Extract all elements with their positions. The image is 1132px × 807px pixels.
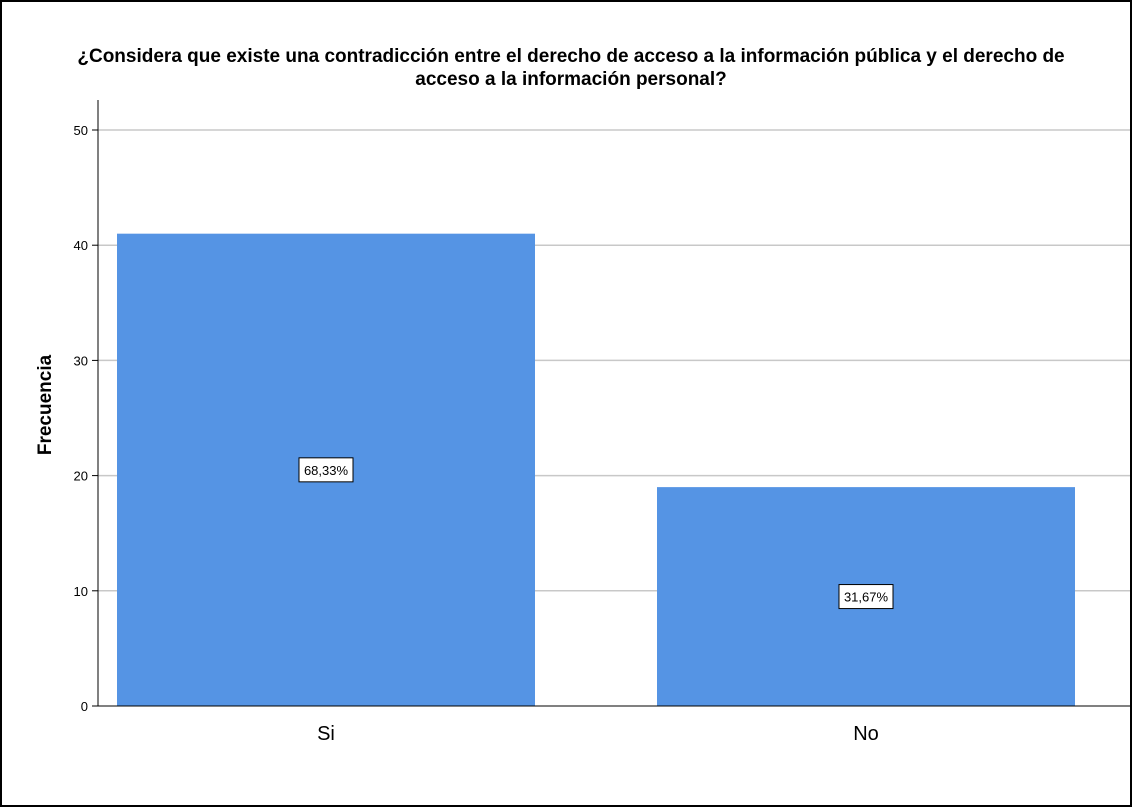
data-label-no: 31,67% bbox=[838, 584, 894, 610]
data-labels: 68,33% 31,67% bbox=[298, 457, 894, 610]
data-label-si: 68,33% bbox=[298, 457, 354, 483]
data-label-box-si bbox=[298, 457, 354, 483]
y-tick-label-50: 50 bbox=[74, 123, 88, 138]
y-tick-label-10: 10 bbox=[74, 584, 88, 599]
x-tick-label-no: No bbox=[853, 723, 879, 745]
axes: 0 10 20 30 40 50 Si No bbox=[74, 100, 1130, 745]
data-label-text-no: 31,67% bbox=[844, 590, 889, 605]
y-axis-label: Frecuencia bbox=[35, 354, 56, 455]
data-label-box-no bbox=[838, 584, 894, 610]
y-tick-label-40: 40 bbox=[74, 238, 88, 253]
chart-title-line-2: acceso a la información personal? bbox=[415, 69, 727, 90]
y-tick-label-30: 30 bbox=[74, 353, 88, 368]
bars bbox=[117, 233, 1075, 706]
data-label-text-si: 68,33% bbox=[304, 463, 349, 478]
y-tick-label-20: 20 bbox=[74, 469, 88, 484]
chart-title-line-1: ¿Considera que existe una contradicción … bbox=[77, 46, 1064, 67]
x-tick-label-si: Si bbox=[317, 723, 335, 745]
y-tick-label-0: 0 bbox=[81, 699, 88, 714]
